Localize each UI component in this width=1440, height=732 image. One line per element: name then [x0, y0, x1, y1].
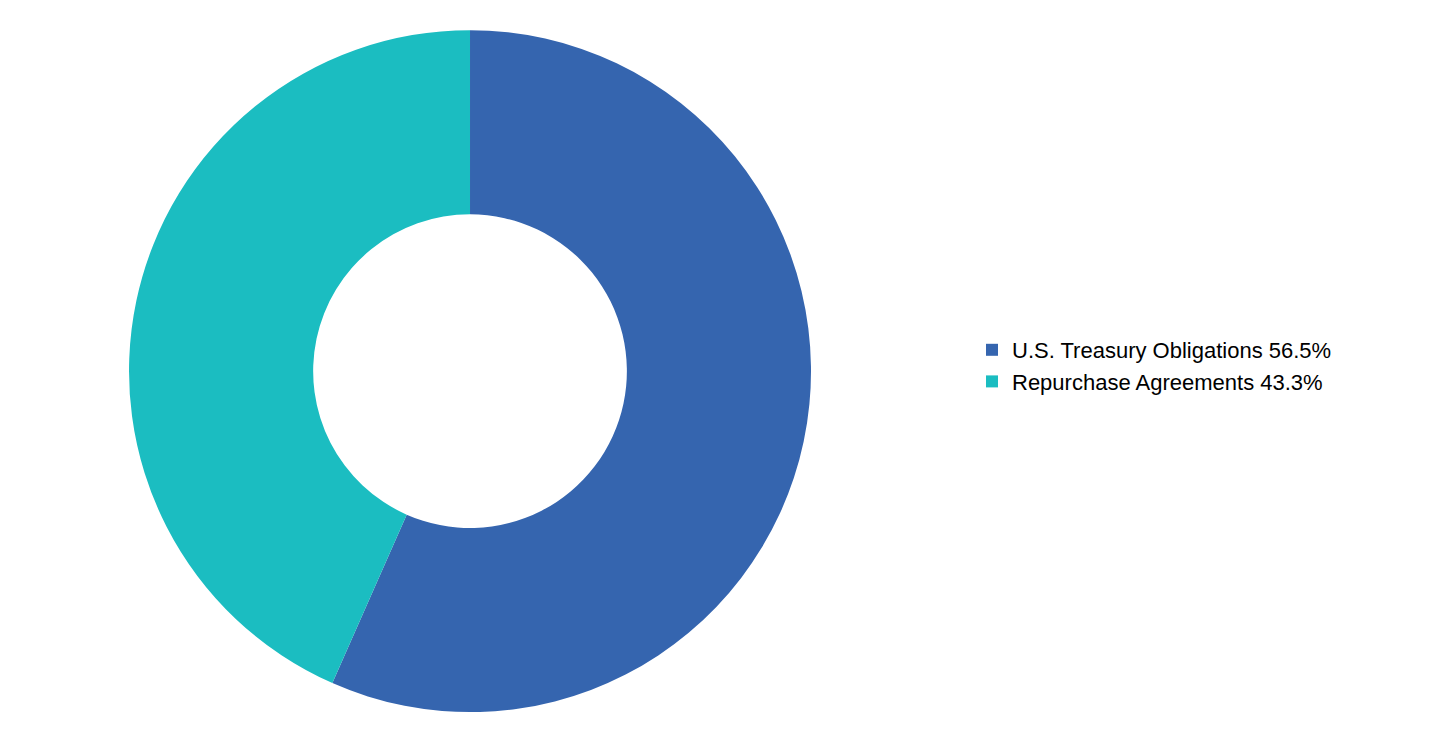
svg-text:U.S. Treasury Obligations 56.5: U.S. Treasury Obligations 56.5% [1012, 338, 1331, 363]
svg-text:Repurchase Agreements 43.3%: Repurchase Agreements 43.3% [1012, 370, 1323, 395]
